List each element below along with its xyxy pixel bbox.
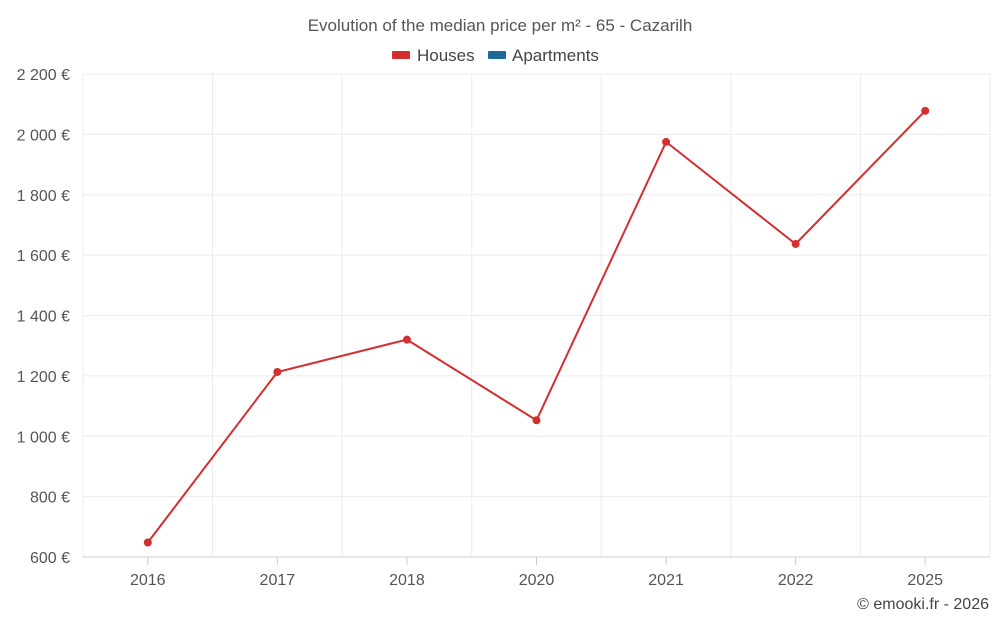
- x-tick-label: 2025: [907, 572, 943, 589]
- y-tick-label: 1 000 €: [17, 429, 70, 446]
- y-tick-label: 1 600 €: [17, 248, 70, 265]
- y-tick-label: 600 €: [30, 550, 70, 567]
- x-tick-label: 2020: [519, 572, 555, 589]
- chart-grid: [82, 73, 991, 557]
- legend-swatch-houses: [392, 51, 410, 59]
- data-point-houses[interactable]: [921, 106, 930, 115]
- x-tick-label: 2022: [778, 572, 814, 589]
- series-line-houses: [147, 110, 926, 544]
- data-point-houses[interactable]: [791, 239, 800, 248]
- data-point-houses[interactable]: [532, 416, 541, 425]
- y-axis: 600 € 800 € 1 000 € 1 200 € 1 400 € 1 600 € 1 …: [17, 67, 70, 567]
- credit-text: © emooki.fr - 2026: [857, 596, 989, 613]
- data-point-houses[interactable]: [143, 538, 152, 547]
- legend-swatch-apartments: [488, 51, 506, 59]
- x-tick-label: 2016: [130, 572, 166, 589]
- y-tick-label: 1 200 €: [17, 369, 70, 386]
- legend-item-houses[interactable]: Houses: [392, 46, 475, 65]
- x-tick-label: 2017: [260, 572, 296, 589]
- legend-label-apartments: Apartments: [512, 46, 599, 65]
- y-tick-label: 1 800 €: [17, 188, 70, 205]
- chart-title: Evolution of the median price per m² - 6…: [308, 16, 693, 35]
- data-point-houses[interactable]: [273, 367, 282, 376]
- data-point-houses[interactable]: [662, 137, 671, 146]
- chart-series: [143, 106, 930, 547]
- x-tick-label: 2018: [389, 572, 425, 589]
- chart-legend: Houses Apartments: [392, 46, 599, 65]
- data-point-houses[interactable]: [402, 335, 411, 344]
- y-tick-label: 1 400 €: [17, 309, 70, 326]
- legend-label-houses: Houses: [417, 46, 475, 65]
- legend-item-apartments[interactable]: Apartments: [488, 46, 599, 65]
- y-tick-label: 2 200 €: [17, 67, 70, 84]
- x-axis: 2016 2017 2018 2020 2021 2022 2025: [83, 556, 990, 589]
- y-tick-label: 2 000 €: [17, 127, 70, 144]
- y-tick-label: 800 €: [30, 490, 70, 507]
- x-tick-label: 2021: [648, 572, 684, 589]
